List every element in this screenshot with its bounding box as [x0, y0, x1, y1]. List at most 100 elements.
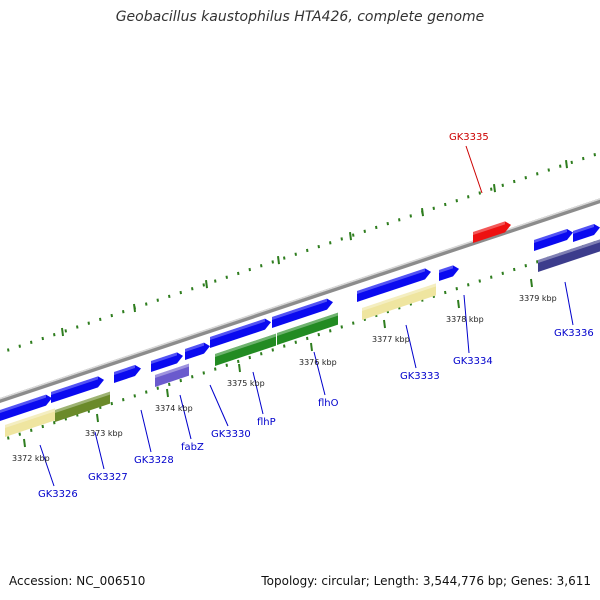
gene-arrow-flhp — [210, 318, 271, 348]
lower-dot — [513, 267, 516, 272]
lower-dot — [53, 421, 56, 425]
upper-dot — [225, 275, 228, 279]
upper-dot — [340, 237, 343, 241]
upper-dot — [432, 206, 435, 210]
lower-dot — [191, 375, 194, 379]
leader-gk3333 — [405, 324, 417, 369]
lower-dot — [317, 332, 320, 337]
upper-dot — [260, 264, 263, 268]
kbp-tick-mark — [23, 438, 26, 448]
kbp-tick-label: 3379 kbp — [519, 294, 557, 303]
upper-dot — [317, 244, 320, 249]
lower-dot — [490, 275, 493, 279]
gene-arrow-gk3334-shine — [439, 265, 453, 273]
leader-gk3334 — [463, 294, 470, 354]
feature-green-1-shine — [215, 333, 276, 357]
upper-dot — [87, 321, 90, 325]
upper-dot — [294, 252, 297, 256]
lower-dot — [501, 271, 504, 275]
upper-dot — [168, 294, 171, 299]
gene-arrow-gk3327 — [51, 376, 104, 403]
lower-dot — [478, 279, 481, 283]
gene-arrow-gk3326 — [0, 394, 52, 421]
gene-arrow-gk3326-shine — [0, 394, 46, 413]
upper-dot — [99, 317, 102, 322]
gene-label-gk3327: GK3327 — [88, 472, 128, 483]
lower-dot — [214, 367, 217, 371]
lower-dot — [179, 378, 182, 383]
gene-arrow-flho-shine — [272, 298, 327, 320]
upper-dash — [205, 279, 208, 289]
upper-dot — [329, 241, 332, 245]
upper-dot — [478, 191, 481, 195]
gene-labels: GK3326 GK3327 GK3328 fabZ GK3330 flhP flhO GK33… — [38, 132, 594, 500]
lower-dot — [536, 260, 539, 264]
upper-dash — [565, 160, 568, 169]
gene-label-flhp: flhP — [257, 417, 276, 428]
feature-green-1 — [215, 333, 276, 366]
upper-dot — [41, 336, 44, 341]
gene-label-gk3326: GK3326 — [38, 489, 78, 500]
lower-dot — [329, 329, 332, 333]
upper-dot — [444, 202, 447, 207]
feature-yellow-1-shine — [5, 408, 55, 428]
lower-dot — [237, 359, 240, 364]
gene-label-gk3328: GK3328 — [134, 455, 174, 466]
lower-dot — [444, 290, 447, 295]
upper-dot — [214, 279, 217, 283]
upper-dot — [76, 325, 79, 329]
gene-arrow-gk3327-shine — [51, 376, 98, 395]
gene-arrow-gk3330 — [185, 342, 210, 360]
lower-dot — [524, 264, 527, 268]
feature-yellow-2-shine — [362, 283, 436, 311]
gene-arrow-gk3328 — [114, 365, 141, 383]
lower-dot — [225, 363, 228, 367]
upper-dash — [61, 327, 64, 337]
gene-arrow-fabz — [151, 352, 183, 372]
upper-dot — [593, 153, 596, 157]
feature-green-2-shine — [277, 312, 338, 336]
lower-dot — [271, 348, 274, 352]
lower-dot — [110, 401, 113, 406]
feature-green-2 — [277, 312, 338, 345]
upper-dot — [559, 164, 562, 168]
genome-backbone — [0, 198, 600, 403]
kbp-tick-label: 3373 kbp — [85, 429, 123, 438]
lower-dot — [156, 386, 159, 390]
upper-dash — [277, 255, 280, 265]
gene-arrow-gk3336b-shine — [573, 224, 594, 234]
feature-track — [5, 239, 600, 437]
lower-dot — [133, 394, 136, 398]
upper-dot — [547, 168, 550, 172]
upper-dot — [570, 160, 573, 165]
lower-dot — [145, 390, 148, 394]
leader-fabz — [179, 394, 192, 440]
gene-label-gk3330: GK3330 — [211, 429, 251, 440]
upper-dot — [398, 218, 401, 222]
feature-olive-shine — [55, 391, 110, 413]
upper-dot — [375, 225, 378, 230]
kbp-tick-mark — [457, 299, 460, 309]
upper-dot — [283, 256, 286, 260]
upper-dot — [145, 302, 148, 306]
upper-dot — [306, 248, 309, 253]
leader-gk3336 — [564, 281, 574, 326]
gene-arrow-flho — [272, 298, 333, 328]
upper-dot — [271, 260, 274, 264]
gene-arrow-gk3336b — [573, 224, 600, 242]
upper-dot — [536, 172, 539, 176]
upper-dot — [363, 229, 366, 233]
gene-label-gk3335: GK3335 — [449, 132, 489, 143]
kbp-tick-label: 3377 kbp — [372, 335, 410, 344]
gene-arrow-gk3335-shine — [473, 221, 505, 235]
gene-label-gk3333: GK3333 — [400, 371, 440, 382]
leader-flho — [313, 351, 326, 396]
lower-dot — [202, 371, 205, 375]
lower-dot — [122, 398, 125, 402]
gene-arrow-fabz-shine — [151, 352, 177, 364]
lower-dot — [467, 283, 470, 287]
upper-dot — [7, 348, 10, 352]
leader-gk3327 — [94, 431, 105, 470]
lower-dot — [30, 428, 33, 433]
